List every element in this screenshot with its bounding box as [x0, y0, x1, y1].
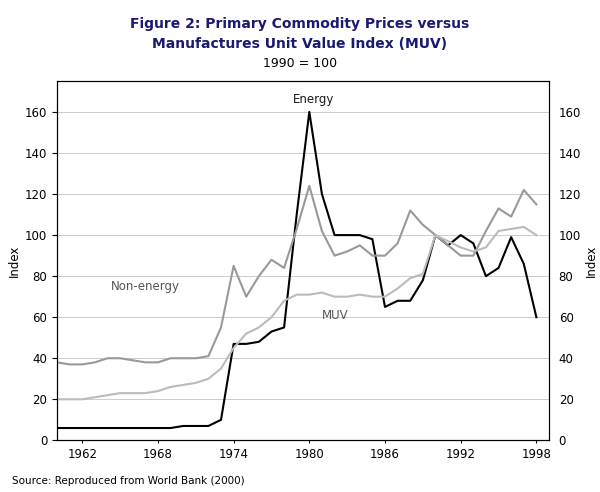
Y-axis label: Index: Index [585, 245, 598, 277]
Y-axis label: Index: Index [8, 245, 21, 277]
Text: Figure 2: Primary Commodity Prices versus: Figure 2: Primary Commodity Prices versu… [130, 17, 470, 31]
Text: Energy: Energy [292, 93, 334, 106]
Text: Manufactures Unit Value Index (MUV): Manufactures Unit Value Index (MUV) [152, 37, 448, 51]
Text: 1990 = 100: 1990 = 100 [263, 57, 337, 69]
Text: MUV: MUV [322, 309, 349, 322]
Text: Source: Reproduced from World Bank (2000): Source: Reproduced from World Bank (2000… [12, 476, 245, 486]
Text: Non-energy: Non-energy [111, 279, 180, 293]
